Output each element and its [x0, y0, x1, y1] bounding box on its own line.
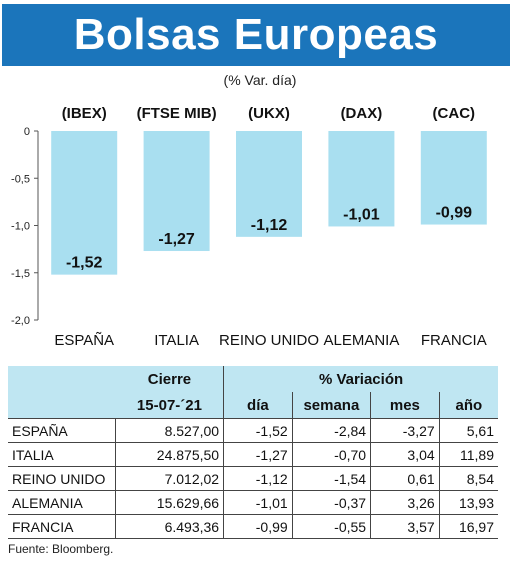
y-tick-label: 0 [24, 126, 30, 138]
cell-dia: -0,99 [223, 514, 293, 539]
col-header-semana: semana [291, 392, 371, 419]
table-subheader-empty [8, 392, 116, 419]
table-header-variacion: % Variación [223, 366, 498, 392]
cell-semana: -2,84 [291, 418, 371, 443]
cell-mes: 3,04 [370, 442, 440, 467]
table-row: FRANCIA 6.493,36 -0,99 -0,55 3,57 16,97 [8, 514, 498, 539]
table-subheader-row: 15-07-´21 día semana mes año [8, 392, 498, 419]
data-label: -1,12 [251, 217, 288, 234]
cell-semana: -0,55 [291, 514, 371, 539]
col-header-dia: día [223, 392, 293, 419]
cell-cierre: 24.875,50 [115, 442, 224, 467]
bar [236, 131, 302, 237]
cell-ano: 8,54 [438, 466, 498, 491]
bar [143, 131, 210, 252]
row-name: ITALIA [8, 442, 116, 467]
cell-mes: 0,61 [370, 466, 440, 491]
data-label: -1,01 [343, 206, 380, 223]
cell-ano: 13,93 [438, 490, 498, 515]
index-label: (IBEX) [62, 105, 107, 122]
cell-dia: -1,12 [223, 466, 293, 491]
cell-cierre: 15.629,66 [115, 490, 224, 515]
cell-mes: 3,26 [370, 490, 440, 515]
y-tick-label: -1,5 [11, 268, 30, 280]
cell-cierre: 7.012,02 [115, 466, 224, 491]
y-tick-label: -2,0 [11, 315, 30, 327]
data-label: -1,52 [66, 255, 103, 272]
data-label: -1,27 [158, 231, 195, 248]
cell-ano: 11,89 [438, 442, 498, 467]
cell-cierre: 8.527,00 [115, 418, 224, 443]
chart-title: Bolsas Europeas [73, 10, 439, 59]
y-tick-label: -0,5 [11, 173, 30, 185]
table-header-date: 15-07-´21 [115, 392, 224, 419]
title-banner: Bolsas Europeas [2, 4, 510, 66]
cell-dia: -1,52 [223, 418, 293, 443]
cell-semana: -0,70 [291, 442, 371, 467]
table-header-cierre: Cierre [147, 370, 192, 388]
x-category-label: REINO UNIDO [219, 332, 319, 349]
table-row: ITALIA 24.875,50 -1,27 -0,70 3,04 11,89 [8, 442, 498, 467]
row-name: ALEMANIA [8, 490, 116, 515]
cell-mes: 3,57 [370, 514, 440, 539]
cell-cierre: 6.493,36 [115, 514, 224, 539]
table-header-empty [8, 366, 116, 392]
index-label: (DAX) [341, 105, 383, 122]
x-category-label: FRANCIA [421, 332, 487, 349]
x-category-label: ALEMANIA [323, 332, 399, 349]
bar [420, 131, 487, 225]
y-tick-label: -1,0 [11, 221, 30, 233]
index-label: (UKX) [248, 105, 290, 122]
chart-subtitle: (% Var. día) [223, 72, 297, 88]
cell-semana: -1,54 [291, 466, 371, 491]
bar-chart: 0 -0,5 -1,0 -1,5 -2,0 (IBEX) -1,52 ESPAÑA (FTSE … [11, 105, 487, 349]
source-note: Fuente: Bloomberg. [8, 542, 114, 556]
bar [328, 131, 395, 227]
index-label: (FTSE MIB) [137, 105, 217, 122]
data-label: -0,99 [436, 205, 473, 222]
table-row: ALEMANIA 15.629,66 -1,01 -0,37 3,26 13,9… [8, 490, 498, 515]
table-row: REINO UNIDO 7.012,02 -1,12 -1,54 0,61 8,… [8, 466, 498, 491]
col-header-ano: año [438, 392, 498, 419]
table-row: ESPAÑA 8.527,00 -1,52 -2,84 -3,27 5,61 [8, 418, 498, 443]
cell-dia: -1,27 [223, 442, 293, 467]
row-name: FRANCIA [8, 514, 116, 539]
cell-ano: 16,97 [438, 514, 498, 539]
row-name: REINO UNIDO [8, 466, 116, 491]
x-category-label: ESPAÑA [54, 332, 114, 349]
row-name: ESPAÑA [8, 418, 116, 443]
cell-dia: -1,01 [223, 490, 293, 515]
index-label: (CAC) [433, 105, 476, 122]
cell-semana: -0,37 [291, 490, 371, 515]
x-category-label: ITALIA [154, 332, 199, 349]
data-table: Cierre % Variación 15-07-´21 día semana … [8, 366, 498, 539]
bar [51, 131, 118, 275]
cell-ano: 5,61 [438, 418, 498, 443]
cell-mes: -3,27 [370, 418, 440, 443]
table-header-row: Cierre % Variación [8, 366, 498, 392]
col-header-mes: mes [370, 392, 440, 419]
